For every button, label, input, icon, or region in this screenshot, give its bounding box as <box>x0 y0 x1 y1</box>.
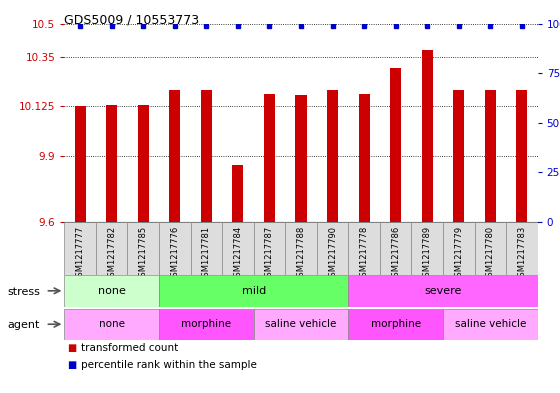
Text: none: none <box>98 286 125 296</box>
Text: GSM1217782: GSM1217782 <box>107 226 116 282</box>
Text: GSM1217788: GSM1217788 <box>296 226 306 282</box>
Bar <box>190 222 222 275</box>
Text: transformed count: transformed count <box>81 343 179 353</box>
Bar <box>453 90 464 222</box>
Text: GSM1217786: GSM1217786 <box>391 226 400 282</box>
Text: stress: stress <box>7 286 40 297</box>
Bar <box>64 222 96 275</box>
Text: GSM1217780: GSM1217780 <box>486 226 495 282</box>
Text: GSM1217787: GSM1217787 <box>265 226 274 282</box>
Bar <box>138 105 149 222</box>
Bar <box>128 222 159 275</box>
Bar <box>474 222 506 275</box>
Bar <box>106 105 117 222</box>
Bar <box>506 222 538 275</box>
Text: GSM1217778: GSM1217778 <box>360 226 368 282</box>
Bar <box>380 222 412 275</box>
Bar <box>169 90 180 222</box>
Bar <box>485 90 496 222</box>
Bar <box>159 222 190 275</box>
Bar <box>74 106 86 222</box>
Bar <box>232 165 244 222</box>
Bar <box>443 309 538 340</box>
Text: morphine: morphine <box>181 319 231 329</box>
Bar <box>422 50 433 222</box>
Text: GDS5009 / 10553773: GDS5009 / 10553773 <box>64 14 199 27</box>
Text: ■: ■ <box>67 343 77 353</box>
Bar <box>64 275 159 307</box>
Text: morphine: morphine <box>371 319 421 329</box>
Bar <box>159 309 254 340</box>
Bar <box>264 94 275 222</box>
Bar <box>296 95 306 222</box>
Text: GSM1217784: GSM1217784 <box>234 226 242 282</box>
Text: GSM1217783: GSM1217783 <box>517 226 526 282</box>
Bar <box>348 275 538 307</box>
Text: GSM1217779: GSM1217779 <box>454 226 463 282</box>
Bar <box>285 222 317 275</box>
Bar <box>64 309 159 340</box>
Text: GSM1217785: GSM1217785 <box>139 226 148 282</box>
Bar <box>390 68 401 222</box>
Text: GSM1217789: GSM1217789 <box>423 226 432 282</box>
Bar <box>96 222 128 275</box>
Bar <box>348 222 380 275</box>
Text: GSM1217776: GSM1217776 <box>170 226 179 282</box>
Bar <box>348 309 443 340</box>
Text: GSM1217777: GSM1217777 <box>76 226 85 282</box>
Text: saline vehicle: saline vehicle <box>265 319 337 329</box>
Bar <box>254 309 348 340</box>
Bar <box>159 275 348 307</box>
Bar <box>222 222 254 275</box>
Bar <box>327 90 338 222</box>
Text: percentile rank within the sample: percentile rank within the sample <box>81 360 257 371</box>
Bar <box>443 222 474 275</box>
Bar <box>412 222 443 275</box>
Text: GSM1217781: GSM1217781 <box>202 226 211 282</box>
Text: mild: mild <box>241 286 266 296</box>
Text: severe: severe <box>424 286 461 296</box>
Bar <box>516 90 528 222</box>
Text: none: none <box>99 319 125 329</box>
Text: saline vehicle: saline vehicle <box>455 319 526 329</box>
Bar <box>317 222 348 275</box>
Text: agent: agent <box>7 320 40 330</box>
Text: GSM1217790: GSM1217790 <box>328 226 337 282</box>
Bar <box>358 94 370 222</box>
Bar <box>254 222 285 275</box>
Text: ■: ■ <box>67 360 77 371</box>
Bar <box>201 90 212 222</box>
